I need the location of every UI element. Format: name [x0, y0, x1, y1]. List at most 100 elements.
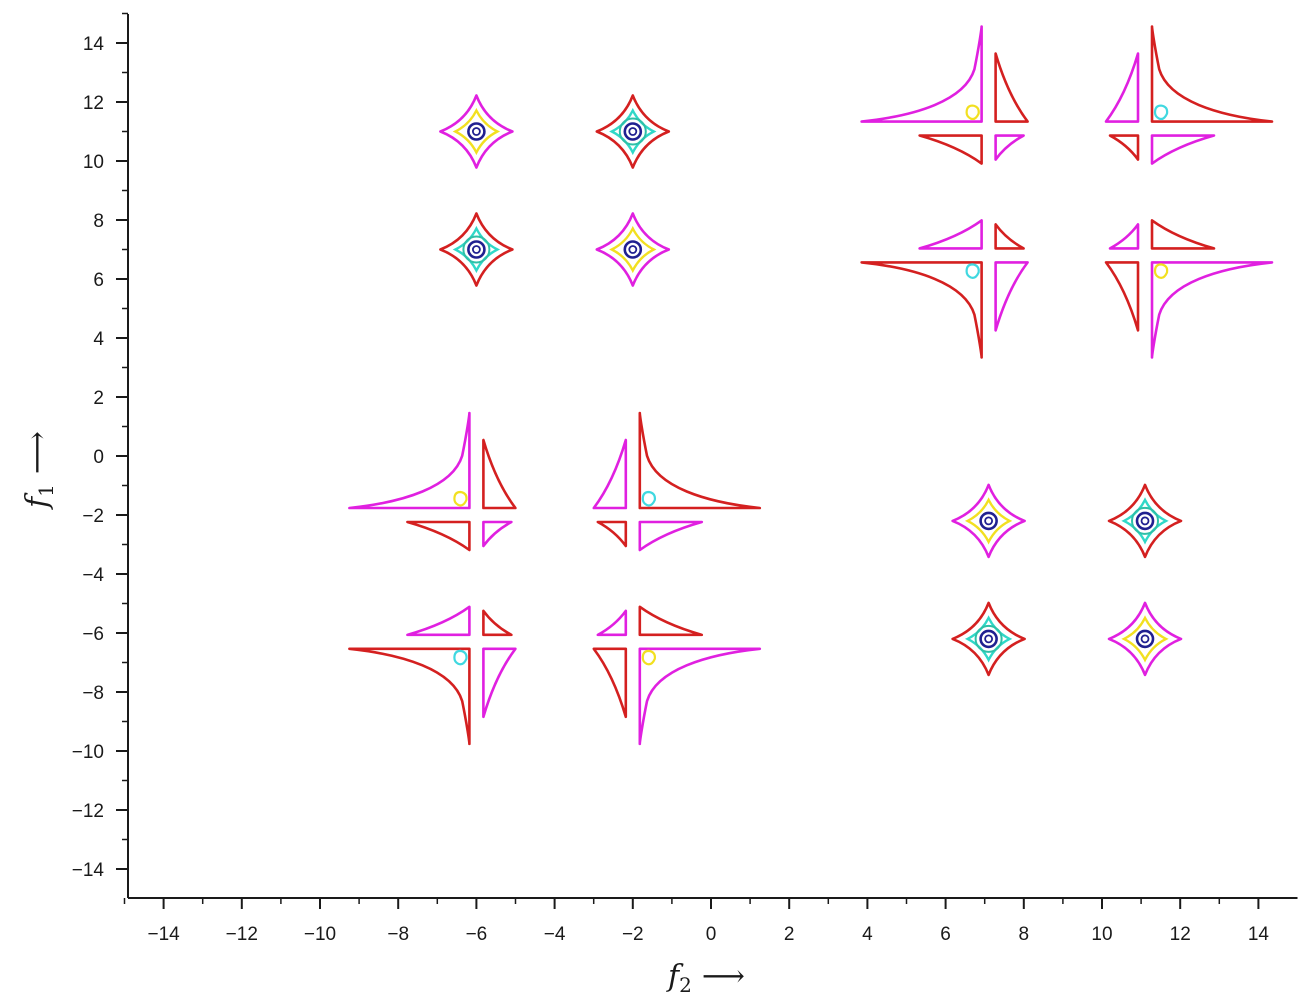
cross-pattern	[348, 411, 517, 552]
axes: −14 −12 −10 −8 −6 −4 −2 0 2 4 6 8 10 12 14 −14 −12 −10 −8…	[72, 12, 1298, 945]
diamond-inner-contour	[1121, 497, 1169, 545]
y-tick-label: 6	[93, 270, 104, 291]
y-tick-label: −2	[82, 506, 104, 527]
diamond-inner-contour	[964, 497, 1013, 545]
cross-petal-contour	[918, 219, 983, 250]
cross-pattern	[1104, 25, 1274, 165]
y-tick-label: −12	[72, 801, 104, 822]
diamond-inner-contour	[964, 615, 1013, 663]
x-tick-label: 14	[1248, 924, 1270, 945]
y-tick-label: 0	[93, 447, 104, 468]
diamond-outer-contour	[951, 483, 1026, 559]
diamond-outer-contour	[439, 94, 514, 169]
x-tick-label: 0	[706, 924, 717, 945]
x-tick-label: −8	[387, 924, 409, 945]
cross-petal-contour	[994, 223, 1025, 250]
diamond-outer-contour	[1107, 601, 1183, 677]
y-tick-label: 12	[83, 93, 104, 114]
cross-small-loop	[641, 490, 657, 507]
cross-petal-contour	[482, 609, 513, 637]
diamond-peak	[1107, 483, 1183, 559]
peak-core-contour	[979, 629, 998, 649]
cross-petal-contour	[1150, 219, 1216, 250]
cross-petal-contour	[1108, 134, 1140, 161]
cross-pattern	[860, 25, 1029, 165]
y-tick-label: −8	[82, 683, 104, 704]
diamond-inner-contour	[609, 225, 657, 274]
cross-petal-contour	[1150, 25, 1274, 123]
cross-pattern	[592, 605, 762, 746]
cross-pattern	[1104, 219, 1274, 359]
x-tick-label: 6	[940, 924, 951, 945]
diamond-peak	[439, 212, 514, 287]
diamond-inner-contour	[1121, 615, 1169, 663]
diamond-inner-contour	[452, 225, 501, 274]
cross-small-loop	[965, 263, 980, 279]
x-tick-label: 2	[784, 924, 795, 945]
cross-petal-contour	[638, 411, 762, 510]
cross-petal-contour	[860, 25, 983, 123]
cross-small-loop	[453, 490, 468, 507]
y-axis-label-arrow: ⟶	[20, 431, 55, 474]
cross-petal-contour	[994, 261, 1029, 332]
cross-petal-contour	[638, 647, 762, 746]
diamond-peak	[595, 212, 671, 287]
x-tick-label: 8	[1019, 924, 1030, 945]
peak-center-contour	[1140, 634, 1150, 644]
cross-petal-contour	[592, 438, 628, 510]
diamond-mid-contour	[462, 235, 491, 264]
x-axis-label-arrow: ⟶	[702, 959, 745, 994]
cross-petal-contour	[1104, 52, 1140, 123]
cross-petal-contour	[1104, 261, 1140, 332]
diamond-mid-contour	[618, 117, 647, 146]
x-tick-label: −4	[544, 924, 566, 945]
diamond-peak	[1107, 601, 1183, 677]
diamond-peak	[439, 94, 514, 169]
x-axis-label: f2 ⟶	[666, 959, 745, 996]
peak-center-contour	[471, 127, 481, 136]
y-tick-label: 4	[93, 329, 104, 350]
peak-core-contour	[467, 240, 486, 259]
x-tick-label: −10	[304, 924, 336, 945]
diamond-outer-contour	[595, 94, 671, 169]
diamond-peak	[595, 94, 671, 169]
cross-pattern	[348, 605, 517, 746]
cross-petal-contour	[918, 134, 983, 165]
x-tick-label: −12	[226, 924, 258, 945]
diamond-inner-contour	[609, 107, 657, 156]
cross-petal-contour	[348, 647, 471, 746]
peak-center-contour	[471, 245, 481, 254]
cross-small-loop	[1153, 104, 1169, 121]
peak-core-contour	[467, 122, 486, 141]
diamond-outer-contour	[951, 601, 1026, 677]
cross-petal-contour	[482, 438, 517, 510]
cross-small-loop	[1153, 263, 1169, 279]
cross-petal-contour	[638, 605, 704, 637]
y-axis-label: f1⟶	[20, 431, 58, 510]
cross-pattern	[592, 411, 762, 552]
x-tick-label: −2	[622, 924, 644, 945]
x-tick-label: −6	[466, 924, 488, 945]
diamond-outer-contour	[1107, 483, 1183, 559]
peak-core-contour	[623, 122, 643, 141]
cross-petal-contour	[994, 52, 1029, 123]
cross-petal-contour	[1108, 223, 1140, 250]
y-tick-label: 10	[83, 152, 104, 173]
diamond-outer-contour	[595, 212, 671, 287]
y-ticks: −14 −12 −10 −8 −6 −4 −2 0 2 4 6 8 10 12 14	[72, 12, 128, 881]
peak-center-contour	[628, 127, 638, 136]
cross-petal-contour	[860, 261, 983, 359]
x-tick-label: 12	[1170, 924, 1191, 945]
y-tick-label: 2	[93, 388, 104, 409]
y-tick-label: 8	[93, 211, 104, 232]
cross-petal-contour	[596, 609, 628, 637]
cross-petal-contour	[1150, 134, 1216, 165]
x-tick-label: 4	[862, 924, 873, 945]
diamond-peak	[951, 601, 1026, 677]
x-axis-label-subscript: 2	[679, 973, 692, 996]
x-tick-label: 10	[1091, 924, 1112, 945]
diamond-mid-contour	[1131, 506, 1160, 535]
cross-petal-contour	[596, 520, 628, 548]
diamond-outer-contour	[439, 212, 514, 287]
peak-core-contour	[623, 240, 643, 259]
